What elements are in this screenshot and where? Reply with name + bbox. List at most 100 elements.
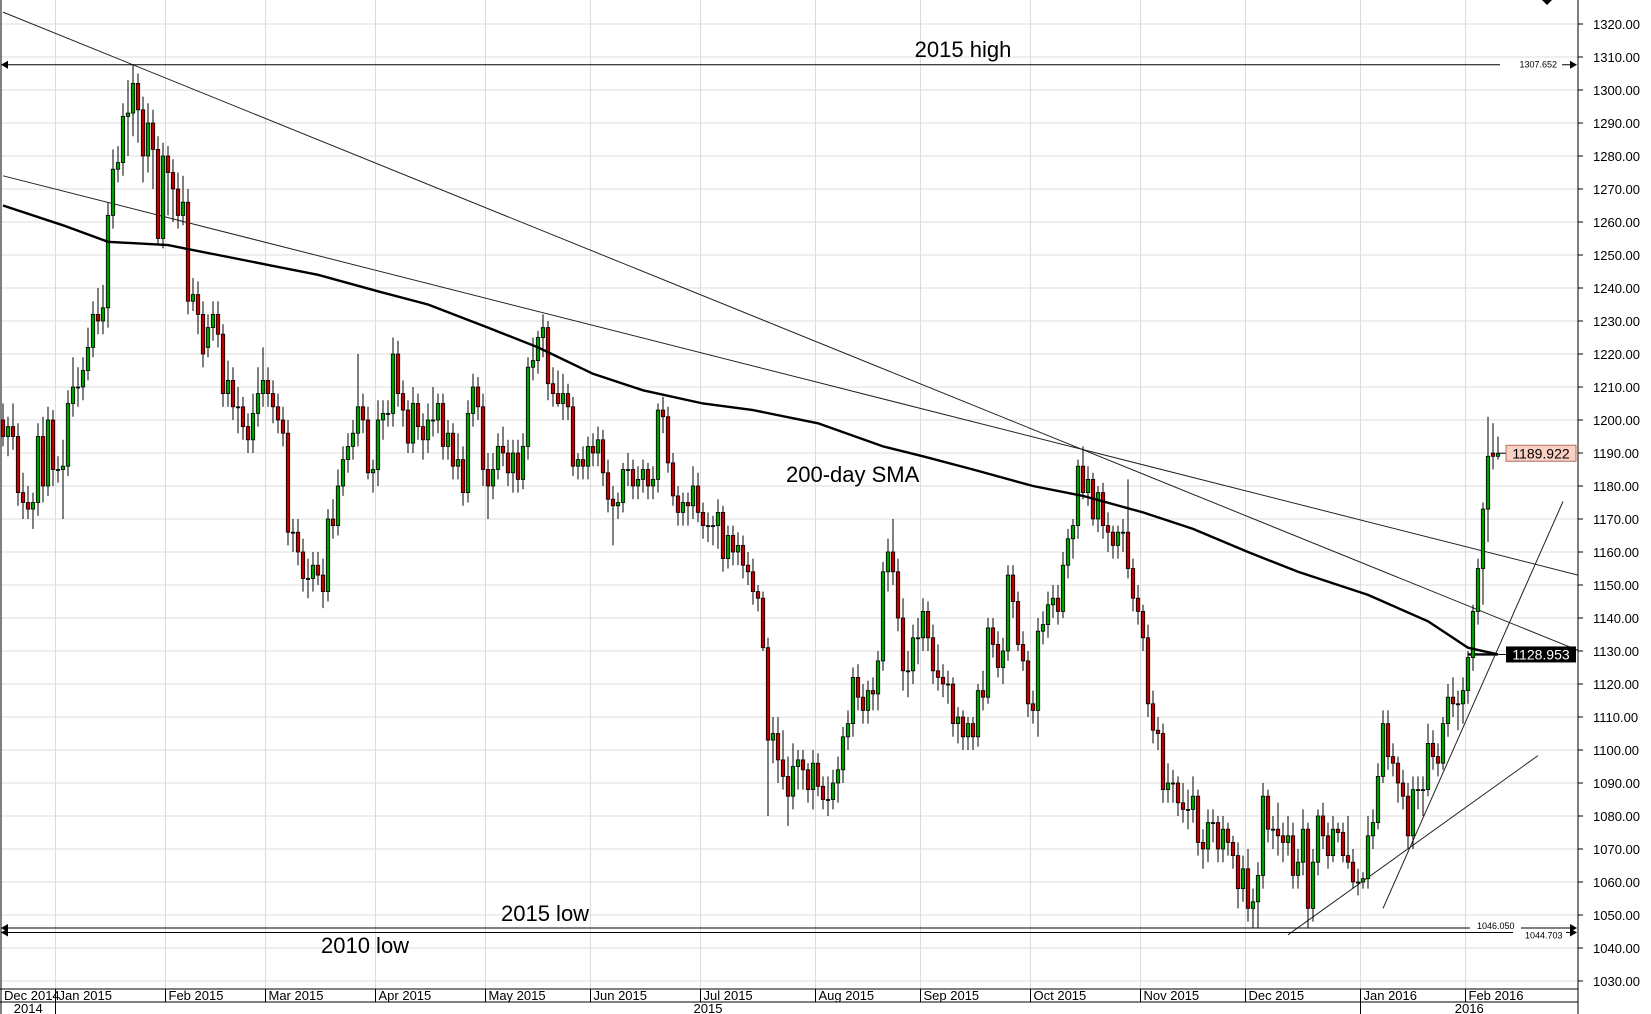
candle bbox=[545, 321, 551, 401]
candle-body-up bbox=[35, 436, 41, 503]
candle bbox=[335, 469, 341, 536]
candle-body-up bbox=[1065, 538, 1071, 566]
candle bbox=[60, 439, 66, 519]
candle bbox=[1065, 528, 1071, 579]
x-month-label: Jun 2015 bbox=[594, 988, 648, 1003]
candle-body-up bbox=[905, 670, 911, 673]
scroll-marker-icon[interactable] bbox=[1542, 0, 1552, 5]
candle-body-up bbox=[335, 485, 341, 526]
candle bbox=[605, 459, 611, 513]
x-year-label: 2014 bbox=[14, 1001, 43, 1014]
candle bbox=[430, 387, 436, 437]
y-tick-label: 1210.00 bbox=[1593, 380, 1640, 395]
candle-body-down bbox=[135, 83, 141, 111]
candle-body-up bbox=[45, 419, 51, 487]
candle-body-down bbox=[1150, 703, 1156, 731]
candle bbox=[830, 769, 836, 810]
candle-body-up bbox=[65, 403, 71, 467]
candle-body-up bbox=[625, 469, 631, 471]
y-tick-label: 1230.00 bbox=[1593, 314, 1640, 329]
candle bbox=[1435, 743, 1441, 777]
candle bbox=[825, 776, 831, 816]
y-tick-label: 1060.00 bbox=[1593, 875, 1640, 890]
candle-body-up bbox=[75, 386, 81, 389]
candle bbox=[1400, 769, 1406, 810]
candle bbox=[585, 436, 591, 480]
candle bbox=[965, 717, 971, 750]
candle bbox=[145, 103, 151, 173]
x-month-label: Feb 2016 bbox=[1469, 988, 1524, 1003]
candle-body-down bbox=[1335, 828, 1341, 833]
candle bbox=[1280, 822, 1286, 863]
candle bbox=[1270, 816, 1276, 849]
candle bbox=[1230, 835, 1236, 869]
candle bbox=[445, 420, 451, 460]
candle bbox=[1135, 585, 1141, 625]
candle-body-up bbox=[1300, 828, 1306, 863]
trendline bbox=[2, 11, 1578, 651]
candle bbox=[1010, 565, 1016, 618]
candle bbox=[135, 73, 141, 143]
candle-body-down bbox=[980, 690, 986, 698]
candle-body-up bbox=[305, 578, 311, 580]
candle bbox=[280, 406, 286, 447]
candle bbox=[475, 377, 481, 420]
candle-body-down bbox=[320, 574, 326, 592]
candle bbox=[5, 416, 11, 457]
candle bbox=[725, 525, 731, 569]
candle-body-down bbox=[150, 122, 156, 150]
candle bbox=[1300, 809, 1306, 876]
candle-body-up bbox=[70, 386, 76, 404]
candle bbox=[855, 664, 861, 711]
candle-body-up bbox=[255, 393, 261, 414]
plot-area: 2015 high 200-day SMA 2015 low 2010 low bbox=[1, 11, 1578, 958]
candle-body-down bbox=[630, 469, 636, 487]
candle-body-up bbox=[85, 346, 91, 371]
candle bbox=[485, 453, 491, 519]
candle bbox=[790, 743, 796, 810]
candle-body-down bbox=[270, 393, 276, 408]
candle-body-down bbox=[1155, 729, 1161, 734]
candle-body-down bbox=[750, 571, 756, 592]
candle bbox=[230, 367, 236, 420]
candle bbox=[1355, 868, 1361, 896]
annotation-2015-high: 2015 high bbox=[915, 37, 1012, 62]
candle-body-down bbox=[1110, 531, 1116, 546]
candle bbox=[1130, 558, 1136, 612]
candle bbox=[1405, 783, 1411, 849]
candle bbox=[1290, 822, 1296, 889]
candle-body-down bbox=[500, 445, 506, 454]
candle bbox=[1040, 611, 1046, 645]
candle bbox=[970, 717, 976, 750]
candle-body-down bbox=[280, 419, 286, 434]
candle bbox=[260, 347, 266, 407]
candle-body-up bbox=[1315, 815, 1321, 863]
candle bbox=[1080, 446, 1086, 500]
candle bbox=[1215, 816, 1221, 863]
candle-body-up bbox=[210, 313, 216, 328]
x-month-label: Jul 2015 bbox=[704, 988, 753, 1003]
candle-body-down bbox=[475, 386, 481, 408]
candle bbox=[350, 420, 356, 460]
y-tick-label: 1040.00 bbox=[1593, 941, 1640, 956]
candle bbox=[175, 172, 181, 229]
candle bbox=[320, 558, 326, 609]
candle-body-up bbox=[390, 353, 396, 414]
candle-body-down bbox=[1395, 762, 1401, 784]
y-tick-label: 1290.00 bbox=[1593, 116, 1640, 131]
candle bbox=[1470, 604, 1476, 671]
trendline bbox=[2, 175, 1578, 576]
candle bbox=[650, 466, 656, 500]
x-year-label: 2016 bbox=[1455, 1001, 1484, 1014]
y-tick-label: 1270.00 bbox=[1593, 182, 1640, 197]
candle-body-up bbox=[1365, 835, 1371, 880]
candle bbox=[700, 502, 706, 539]
candle-body-up bbox=[1120, 531, 1126, 534]
candle-body-down bbox=[275, 406, 281, 421]
candle-body-down bbox=[860, 696, 866, 711]
candle-body-down bbox=[1280, 835, 1286, 843]
candle bbox=[1415, 776, 1421, 810]
candle bbox=[45, 406, 51, 496]
y-tick-label: 1110.00 bbox=[1593, 710, 1638, 725]
